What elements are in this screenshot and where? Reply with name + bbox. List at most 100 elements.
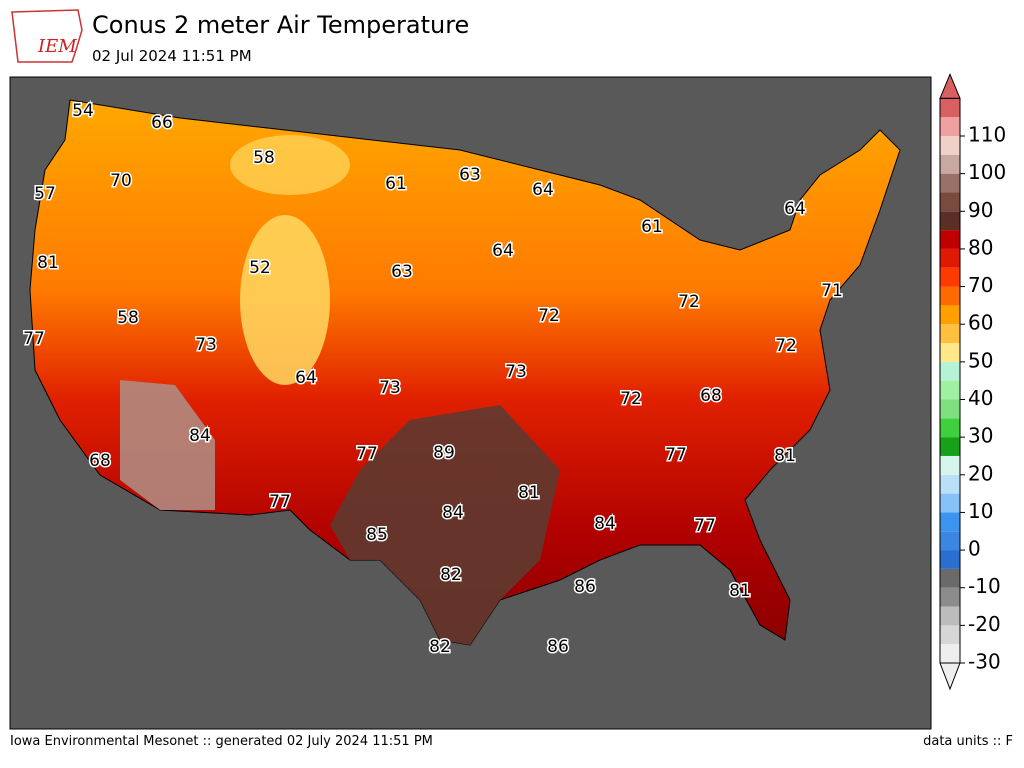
colorbar-band — [940, 98, 960, 118]
colorbar-band — [940, 267, 960, 287]
colorbar-tick-label: 80 — [968, 235, 993, 259]
logo-outline — [11, 9, 83, 63]
colorbar-band — [940, 192, 960, 212]
station-label: 81 — [518, 483, 540, 503]
station-label: 52 — [249, 258, 271, 278]
colorbar-tick-label: -30 — [968, 650, 1001, 674]
colorbar-tick-label: 50 — [968, 348, 993, 372]
station-label: 81 — [774, 446, 796, 466]
station-label: 66 — [151, 113, 173, 133]
colorbar-tick-label: 30 — [968, 424, 993, 448]
colorbar-band — [940, 173, 960, 193]
station-label: 58 — [117, 308, 139, 328]
station-label: 82 — [429, 637, 451, 657]
station-label: 64 — [295, 368, 317, 388]
station-label: 86 — [574, 577, 596, 597]
colorbar-band — [940, 606, 960, 626]
station-label: 64 — [532, 180, 554, 200]
station-label: 81 — [729, 581, 751, 601]
station-label: 54 — [72, 101, 94, 121]
cool-region — [240, 215, 330, 385]
station-label: 68 — [700, 386, 722, 406]
logo-text: IEM — [37, 36, 77, 57]
colorbar-band — [940, 512, 960, 532]
colorbar-band — [940, 418, 960, 438]
colorbar-tick-label: 10 — [968, 499, 993, 523]
colorbar-tick-label: -20 — [968, 612, 1001, 636]
footer-right: data units :: F — [923, 734, 1013, 749]
station-label: 72 — [620, 389, 642, 409]
station-label: 86 — [547, 637, 569, 657]
logo: IEM — [11, 9, 83, 63]
station-label: 72 — [678, 292, 700, 312]
station-label: 77 — [23, 329, 45, 349]
colorbar-band — [940, 305, 960, 325]
colorbar: -30 -20 -10 0 10 20 30 40 50 60 70 80 90 100 110 — [939, 73, 1006, 691]
station-label: 72 — [538, 306, 560, 326]
colorbar-tick-label: 40 — [968, 386, 993, 410]
station-label: 84 — [442, 503, 464, 523]
colorbar-extend-min — [939, 662, 961, 691]
station-label: 77 — [356, 444, 378, 464]
colorbar-band — [940, 136, 960, 155]
colorbar-band — [940, 248, 960, 268]
colorbar-band — [940, 286, 960, 306]
colorbar-band — [940, 531, 960, 551]
station-label: 77 — [694, 516, 716, 536]
hot-region — [330, 405, 560, 645]
station-label: 73 — [379, 378, 401, 398]
colorbar-tick-label: -10 — [968, 574, 1001, 598]
colorbar-tick-label: 20 — [968, 461, 993, 485]
station-label: 61 — [641, 217, 663, 237]
colorbar-tick-label: 90 — [968, 198, 993, 222]
colorbar-band — [940, 343, 960, 362]
station-label: 61 — [385, 174, 407, 194]
colorbar-tick-label: 70 — [968, 273, 993, 297]
colorbar-tick-label: 100 — [968, 160, 1006, 184]
colorbar-band — [940, 437, 960, 456]
subtitle: 02 Jul 2024 11:51 PM — [92, 47, 252, 65]
station-label: 77 — [269, 492, 291, 512]
station-label: 71 — [821, 281, 843, 301]
colorbar-band — [940, 493, 960, 513]
colorbar-tick-label: 110 — [968, 123, 1006, 147]
station-label: 84 — [594, 514, 616, 534]
station-label: 73 — [505, 362, 527, 382]
colorbar-band — [940, 587, 960, 607]
station-label: 77 — [665, 445, 687, 465]
title: Conus 2 meter Air Temperature — [92, 11, 469, 39]
colorbar-extend-max — [939, 73, 961, 99]
colorbar-band — [940, 380, 960, 400]
station-labels: 54 66 58 61 63 64 61 64 57 70 81 52 63 64 72 71 77 58 73 72… — [22, 100, 845, 659]
footer-left: Iowa Environmental Mesonet :: generated … — [10, 734, 433, 749]
colorbar-tick-label: 60 — [968, 311, 993, 335]
colorbar-band — [940, 399, 960, 419]
colorbar-band — [940, 625, 960, 645]
colorbar-band — [940, 324, 960, 344]
hot-region — [120, 380, 215, 510]
station-label: 63 — [391, 262, 413, 282]
station-label: 68 — [89, 451, 111, 471]
station-label: 64 — [492, 241, 514, 261]
colorbar-band — [940, 230, 960, 249]
station-label: 82 — [440, 565, 462, 585]
station-label: 63 — [459, 165, 481, 185]
colorbar-band — [940, 568, 960, 588]
colorbar-band — [940, 455, 960, 475]
colorbar-tick-label: 0 — [968, 537, 981, 561]
colorbar-band — [940, 211, 960, 231]
station-label: 72 — [775, 336, 797, 356]
station-label: 73 — [195, 335, 217, 355]
colorbar-band — [940, 154, 960, 174]
colorbar-band — [940, 550, 960, 569]
colorbar-band — [940, 117, 960, 136]
station-label: 58 — [253, 148, 275, 168]
cool-region — [230, 135, 350, 195]
station-label: 89 — [433, 443, 455, 463]
station-label: 64 — [784, 199, 806, 219]
station-label: 57 — [34, 184, 56, 204]
colorbar-band — [940, 474, 960, 494]
colorbar-band — [940, 361, 960, 381]
